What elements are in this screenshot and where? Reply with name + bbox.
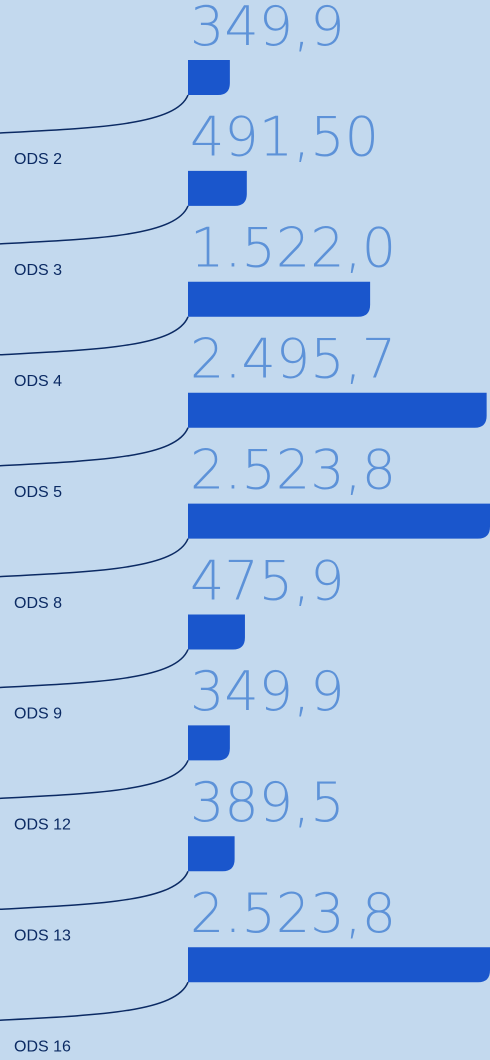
category-label: ODS 2 <box>14 151 62 168</box>
connector <box>0 649 189 689</box>
value-label: 2.523,8 <box>190 438 396 501</box>
value-label: 349,9 <box>190 0 345 58</box>
value-label: 2.495,7 <box>190 327 396 390</box>
connector <box>0 427 189 467</box>
connector <box>0 94 189 134</box>
bar <box>188 60 230 95</box>
category-label: ODS 3 <box>14 262 62 279</box>
bar <box>188 725 230 761</box>
connector <box>0 981 189 1021</box>
value-label: 491,50 <box>190 106 379 169</box>
connector <box>0 760 189 800</box>
category-label: ODS 9 <box>14 706 62 723</box>
connector <box>0 538 189 578</box>
category-label: ODS 12 <box>14 817 71 834</box>
category-label: ODS 13 <box>14 928 71 945</box>
bar <box>188 392 487 428</box>
category-label: ODS 5 <box>14 484 62 501</box>
value-label: 1.522,0 <box>190 217 396 280</box>
bar <box>188 836 235 872</box>
bar <box>188 281 371 317</box>
value-label: 2.523,8 <box>190 882 396 945</box>
category-label: ODS 8 <box>14 595 62 612</box>
bar <box>188 503 490 539</box>
value-label: 475,9 <box>190 549 345 612</box>
connector <box>0 871 189 911</box>
bar <box>188 947 490 983</box>
category-label: ODS 4 <box>14 373 62 390</box>
bar <box>188 170 247 206</box>
category-label: ODS 16 <box>14 1038 71 1055</box>
value-label: 389,5 <box>190 771 345 834</box>
connector <box>0 205 189 245</box>
bar <box>188 614 245 650</box>
connector <box>0 316 189 356</box>
value-label: 349,9 <box>190 660 345 723</box>
